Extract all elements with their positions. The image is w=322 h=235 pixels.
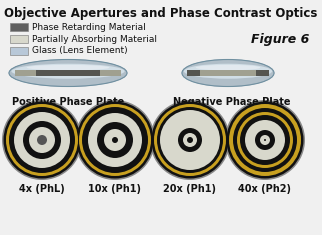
Circle shape <box>9 107 75 173</box>
Circle shape <box>225 100 305 180</box>
Bar <box>15 70 35 76</box>
Circle shape <box>255 130 275 150</box>
Circle shape <box>264 139 266 141</box>
Circle shape <box>157 107 223 173</box>
Circle shape <box>112 137 118 143</box>
Ellipse shape <box>9 59 127 86</box>
Text: Figure 6: Figure 6 <box>251 32 309 46</box>
Circle shape <box>154 104 226 176</box>
Bar <box>100 70 121 76</box>
Circle shape <box>4 102 80 179</box>
Bar <box>35 70 100 76</box>
Text: Positive Phase Plate: Positive Phase Plate <box>12 97 124 107</box>
Circle shape <box>245 120 285 160</box>
Circle shape <box>187 137 193 143</box>
Circle shape <box>183 133 197 147</box>
Circle shape <box>151 102 229 179</box>
Circle shape <box>260 135 270 145</box>
Circle shape <box>75 100 155 180</box>
Circle shape <box>2 100 82 180</box>
Bar <box>200 70 256 76</box>
Circle shape <box>160 110 220 170</box>
Bar <box>10 47 28 55</box>
Ellipse shape <box>196 65 260 70</box>
Text: Glass (Lens Element): Glass (Lens Element) <box>32 47 128 55</box>
Circle shape <box>178 128 202 152</box>
Circle shape <box>23 121 61 159</box>
Circle shape <box>240 115 290 165</box>
Circle shape <box>229 104 301 176</box>
Circle shape <box>82 107 148 173</box>
Text: 4x (PhL): 4x (PhL) <box>19 184 65 194</box>
Text: 10x (Ph1): 10x (Ph1) <box>89 184 141 194</box>
Circle shape <box>37 135 47 145</box>
Circle shape <box>237 112 293 168</box>
Circle shape <box>88 113 142 167</box>
Bar <box>10 35 28 43</box>
Ellipse shape <box>11 64 125 79</box>
Bar <box>186 70 200 76</box>
Text: 40x (Ph2): 40x (Ph2) <box>239 184 291 194</box>
Text: Negative Phase Plate: Negative Phase Plate <box>173 97 291 107</box>
Circle shape <box>226 102 304 179</box>
Text: 20x (Ph1): 20x (Ph1) <box>164 184 216 194</box>
Circle shape <box>29 127 55 153</box>
Bar <box>256 70 270 76</box>
Circle shape <box>14 112 70 168</box>
Ellipse shape <box>182 59 274 86</box>
Bar <box>10 23 28 31</box>
Text: Partially Absorbing Material: Partially Absorbing Material <box>32 35 157 43</box>
Circle shape <box>79 104 151 176</box>
Ellipse shape <box>184 64 272 79</box>
Circle shape <box>150 100 230 180</box>
Circle shape <box>6 104 78 176</box>
Circle shape <box>233 108 297 172</box>
Circle shape <box>77 102 154 179</box>
Circle shape <box>97 122 133 158</box>
Text: Objective Apertures and Phase Contrast Optics: Objective Apertures and Phase Contrast O… <box>4 7 318 20</box>
Ellipse shape <box>27 65 109 70</box>
Text: Phase Retarding Material: Phase Retarding Material <box>32 23 146 31</box>
Circle shape <box>104 129 126 151</box>
